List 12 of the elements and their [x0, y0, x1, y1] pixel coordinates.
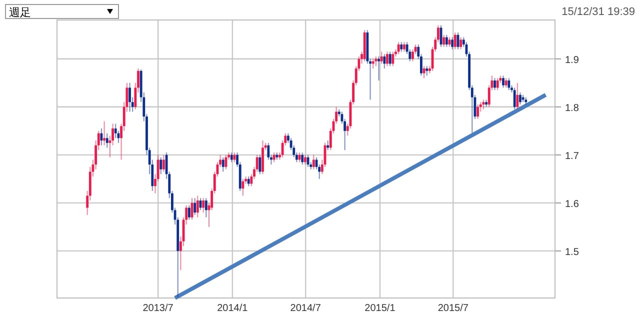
x-tick-label: 2015/1 — [364, 303, 396, 314]
y-tick-label: 1.9 — [565, 54, 580, 66]
selector: 週足 — [5, 4, 119, 19]
y-tick-label: 1.7 — [565, 150, 580, 162]
y-tick-label: 1.5 — [565, 246, 580, 258]
x-tick-label: 2013/7 — [142, 303, 174, 314]
x-tick-label: 2015/7 — [438, 303, 469, 314]
x-tick-label: 2014/7 — [290, 303, 322, 314]
y-tick-label: 1.8 — [565, 102, 580, 114]
y-tick-label: 1.6 — [565, 198, 580, 210]
x-tick-label: 2014/1 — [217, 303, 248, 314]
text: 15/12/31 19:39 — [562, 6, 635, 18]
